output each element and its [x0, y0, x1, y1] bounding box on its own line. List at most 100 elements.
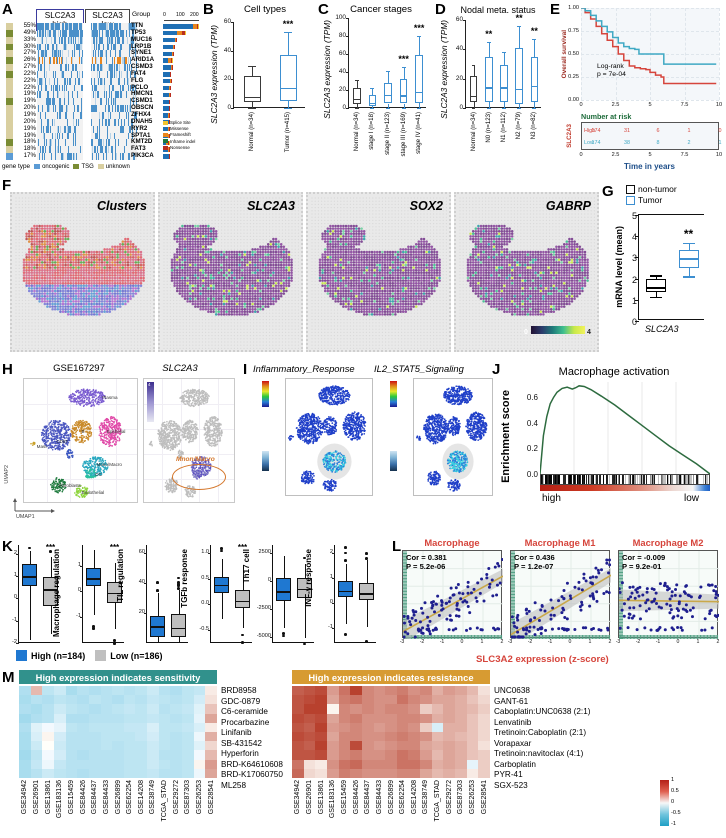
oncoprint-cell — [71, 132, 73, 140]
oncoprint-cell — [40, 153, 42, 160]
outlier-point — [303, 642, 306, 646]
oncoprint-cell — [80, 29, 83, 37]
oncoprint-cell — [37, 36, 39, 44]
oncoprint-cell — [75, 70, 77, 78]
oncoprint-cell — [122, 98, 124, 106]
oncoprint-cell — [130, 111, 132, 119]
heatmap-cell — [170, 695, 183, 705]
oncoprint-cell — [62, 146, 64, 154]
oncoprint-cell — [64, 146, 66, 154]
heatmap-cell — [431, 731, 444, 742]
oncoprint-cell — [135, 146, 137, 154]
oncoprint-cell — [119, 153, 121, 160]
k-boxplot — [22, 545, 37, 643]
oncoprint-cell — [55, 132, 57, 140]
oncoprint-cell — [98, 118, 100, 126]
rank-tick — [636, 475, 638, 484]
mutation-bar-row — [163, 91, 199, 98]
rank-tick — [684, 475, 686, 484]
oncoprint-cell — [72, 98, 74, 106]
heatmap-cell — [182, 686, 194, 696]
oncoprint-cell — [99, 153, 101, 160]
oncoprint-cell — [39, 64, 41, 71]
cap-lower — [502, 108, 506, 109]
heatmap-cell — [100, 750, 113, 760]
oncoprint-cell — [45, 118, 47, 126]
oncoprint-cell — [126, 125, 128, 133]
heatmap-resistance — [292, 686, 490, 778]
oncoprint-cell — [113, 132, 115, 140]
heatmap-cell — [326, 731, 339, 742]
umap-gridline-h — [144, 454, 234, 455]
oncoprint-cell — [58, 118, 61, 126]
oncoprint-cell — [67, 132, 69, 140]
oncoprint-cell — [93, 36, 95, 44]
oncoprint-cell — [78, 125, 80, 133]
oncoprint-cell — [68, 57, 70, 65]
oncoprint-cell — [76, 118, 78, 126]
oncoprint-cell — [44, 91, 46, 99]
oncoprint-cell — [49, 105, 51, 112]
oncoprint-cell — [39, 36, 41, 44]
oncoprint-cell — [62, 139, 64, 147]
scatter-cor: Cor = -0.009 — [622, 553, 665, 562]
oncoprint-cell — [69, 139, 71, 147]
heatmap-cell — [350, 741, 362, 751]
oncoprint-cell — [65, 132, 67, 140]
oncoprint-cell — [92, 23, 94, 30]
oncoprint-cell — [52, 125, 54, 133]
oncoprint-cell — [61, 153, 63, 160]
oncoprint-cell — [79, 105, 81, 112]
y-tick-label: 80 — [331, 32, 346, 39]
oncoprint-cell — [40, 132, 42, 140]
oncoprint-cell — [121, 132, 123, 140]
heatmap-cell — [315, 731, 327, 742]
box-iqr — [171, 614, 186, 637]
oncoprint-cell — [54, 105, 56, 112]
oncoprint-cell — [82, 29, 84, 37]
scatter-xtick: -3 — [396, 639, 408, 645]
heatmap-cell — [158, 741, 171, 751]
oncoprint-cell — [42, 111, 44, 119]
oncoprint-cell — [136, 91, 138, 99]
oncoprint-cell — [52, 139, 54, 147]
oncoprint-cell — [65, 50, 67, 58]
heatmap-cell — [42, 750, 54, 760]
oncoprint-cell — [105, 153, 107, 160]
heatmap-cell — [182, 704, 194, 714]
outlier-point — [156, 589, 159, 593]
oncoprint-cell — [115, 29, 117, 37]
oncoprint-cell — [95, 77, 97, 85]
oncoprint-cell — [79, 23, 81, 30]
heatmap-cell — [53, 722, 66, 732]
oncoprint-cell — [125, 98, 127, 106]
oncoprint-gap — [83, 23, 92, 30]
oncoprint-cell — [129, 36, 131, 44]
oncoprint-cell — [45, 64, 47, 71]
oncoprint-cell — [93, 146, 95, 154]
oncoprint-cell — [96, 105, 98, 112]
median-line — [678, 258, 699, 260]
oncoprint-cell — [133, 43, 136, 51]
oncoprint-cell — [43, 105, 45, 112]
k-ytick-mark — [332, 602, 335, 604]
heatmap-cell — [396, 759, 409, 769]
scatter-plot: Cor = -0.009 P = 9.2e-01 — [618, 550, 719, 639]
whisker-lower — [221, 592, 223, 619]
heatmap-cell — [338, 768, 351, 778]
oncoprint-cell — [125, 64, 127, 71]
scatter-xtick: 1 — [476, 639, 488, 645]
x-axis-label: stage II (n=123) — [384, 112, 391, 155]
oncoprint-cell — [74, 111, 76, 119]
oncoprint-cell — [43, 57, 45, 65]
heatmap-cell — [303, 759, 316, 769]
color-scale-label: -0.5 — [671, 810, 681, 816]
oncoprint-cell — [55, 29, 57, 37]
oncoprint-cell — [44, 57, 46, 65]
oncoprint-cell — [106, 105, 108, 112]
mutation-bar-segment — [163, 92, 169, 98]
oncoprint-row — [37, 50, 138, 58]
rank-tick — [558, 475, 560, 484]
k-boxplot — [276, 545, 291, 643]
oncoprint-cell — [123, 146, 125, 154]
